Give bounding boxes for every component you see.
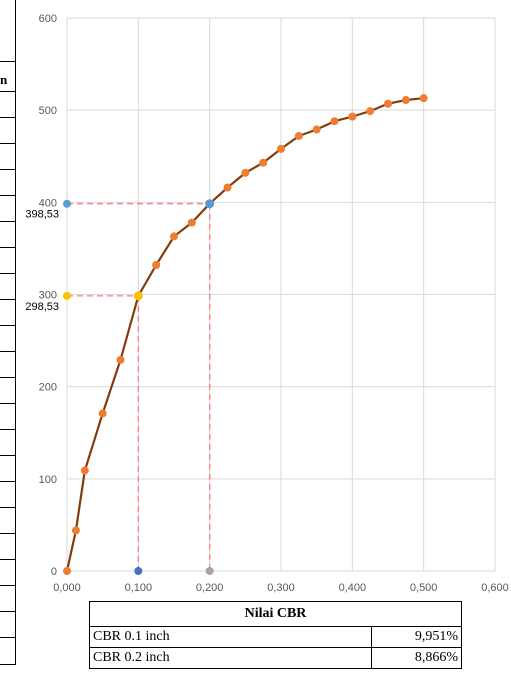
- y-axis-marker: [63, 291, 71, 300]
- left-table-cell: [0, 534, 16, 560]
- series-points: [63, 94, 428, 575]
- left-table-cell: [0, 508, 16, 534]
- left-table-cell: [0, 326, 16, 352]
- left-table-cell: [0, 222, 16, 248]
- cbr-row-value: 9,951%: [371, 626, 462, 648]
- left-table-cell: [0, 456, 16, 482]
- data-point: [366, 107, 375, 116]
- left-table-header-fragment: n: [0, 72, 8, 87]
- x-tick-label: 0,300: [267, 582, 295, 594]
- cbr-table-title: Nilai CBR: [89, 601, 462, 627]
- chart-grid: [66, 17, 496, 572]
- x-tick-label: 0,100: [125, 582, 153, 594]
- left-table-cell: [0, 248, 16, 274]
- data-point: [384, 99, 392, 108]
- data-point: [71, 526, 80, 535]
- left-table-cell: [0, 300, 16, 326]
- left-table-cell: [0, 352, 16, 378]
- data-point: [294, 131, 303, 140]
- data-point: [241, 168, 250, 177]
- cbr-row-label: CBR 0.1 inch: [89, 626, 372, 648]
- y-tick-label: 100: [39, 474, 57, 486]
- cropped-left-table: n: [0, 0, 17, 665]
- data-point: [98, 409, 107, 418]
- left-table-cell: [0, 378, 16, 404]
- data-point: [259, 158, 268, 167]
- data-point: [348, 112, 357, 121]
- data-point: [312, 125, 321, 134]
- left-table-cell: [0, 638, 16, 665]
- left-table-cell: [0, 92, 16, 118]
- x-tick-label: 0,000: [53, 582, 81, 594]
- left-table-cell: [0, 482, 16, 508]
- data-point: [152, 261, 161, 270]
- data-point: [170, 232, 178, 241]
- data-point: [223, 183, 232, 192]
- x-axis-marker: [134, 567, 143, 575]
- left-table-cell: [0, 560, 16, 586]
- left-table-cell: [0, 170, 16, 196]
- data-point: [401, 96, 410, 105]
- left-table-cell: [0, 0, 16, 62]
- left-table-cell: [0, 144, 16, 170]
- y-tick-label: 200: [39, 382, 57, 394]
- left-table-cell: [0, 196, 16, 222]
- series-line: [65, 97, 424, 572]
- y-tick-label: 0: [51, 566, 57, 578]
- cbr-chart: 0,000 0,100 0,200 0,300 0,400 0,500 0,600 0 100…: [25, 13, 509, 594]
- y-tick-label: 600: [39, 13, 57, 25]
- y-tick-label: 400: [39, 197, 57, 209]
- data-point: [80, 466, 89, 475]
- data-point: [63, 567, 71, 575]
- x-tick-label: 0,600: [481, 582, 509, 594]
- cbr-row-label: CBR 0.2 inch: [89, 647, 372, 669]
- left-table-cell: [0, 62, 16, 92]
- x-tick-label: 0,200: [196, 582, 224, 594]
- data-point: [419, 94, 428, 103]
- left-table-cell: [0, 404, 16, 430]
- x-tick-label: 0,500: [410, 582, 438, 594]
- y-tick-labels: 0 100 200 300 400 500 600: [39, 13, 57, 578]
- y-tick-label: 300: [39, 290, 57, 302]
- cbr-value-table: Nilai CBR CBR 0.1 inch 9,951% CBR 0.2 in…: [89, 601, 462, 669]
- data-point: [187, 218, 196, 227]
- left-table-cell: [0, 274, 16, 300]
- data-point: [330, 117, 339, 126]
- left-table-cell: [0, 586, 16, 612]
- data-point: [277, 144, 285, 153]
- data-point: [116, 355, 125, 364]
- x-tick-label: 0,400: [339, 582, 367, 594]
- table-row: CBR 0.1 inch 9,951%: [89, 626, 462, 648]
- x-axis-marker: [205, 567, 214, 575]
- table-row: CBR 0.2 inch 8,866%: [89, 647, 462, 669]
- highlight-value-label: 398,53: [25, 209, 59, 221]
- highlight-value-label: 298,53: [25, 301, 59, 313]
- left-table-cell: [0, 430, 16, 456]
- cbr-row-value: 8,866%: [371, 647, 462, 669]
- highlight-point: [205, 199, 215, 209]
- series-polyline: [65, 97, 424, 572]
- guide-lines: [67, 203, 211, 571]
- left-table-cell: [0, 612, 16, 638]
- x-tick-labels: 0,000 0,100 0,200 0,300 0,400 0,500 0,600: [53, 582, 509, 594]
- y-axis-marker: [63, 199, 71, 208]
- highlight-point: [133, 291, 143, 301]
- highlight-labels: 298,53 398,53: [25, 209, 59, 313]
- left-table-cell: [0, 118, 16, 144]
- y-tick-label: 500: [39, 105, 57, 117]
